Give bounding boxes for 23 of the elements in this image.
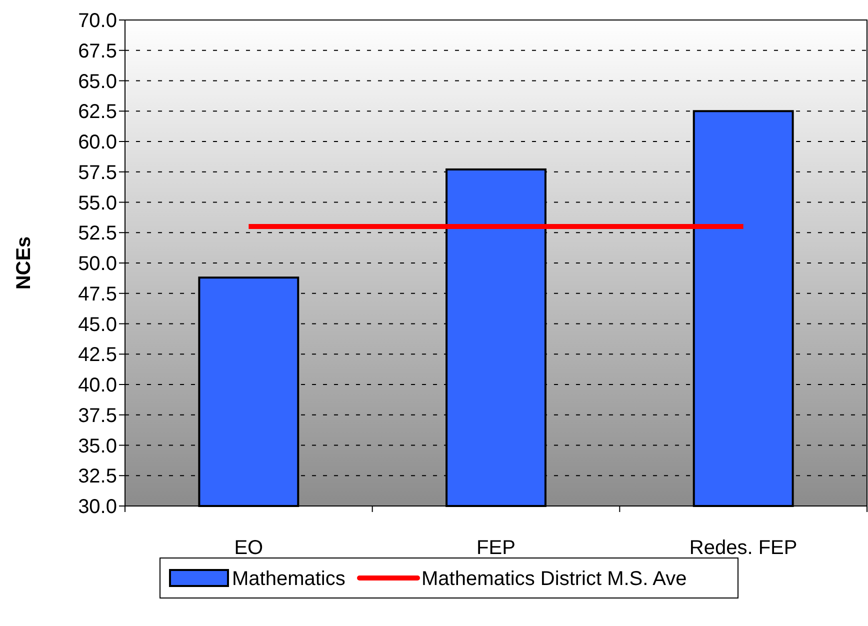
- y-tick-label: 65.0: [78, 70, 117, 93]
- y-tick-label: 42.5: [78, 344, 117, 366]
- y-tick-label: 47.5: [78, 283, 117, 306]
- y-tick-label: 30.0: [78, 496, 117, 518]
- y-tick-label: 37.5: [78, 404, 117, 427]
- y-tick-label: 40.0: [78, 374, 117, 396]
- y-tick-label: 45.0: [78, 314, 117, 336]
- legend-label: Mathematics District M.S. Ave: [422, 568, 687, 590]
- y-tick-label: 52.5: [78, 222, 117, 245]
- legend-label: Mathematics: [232, 568, 346, 590]
- y-tick-label: 50.0: [78, 253, 117, 275]
- x-tick-label: FEP: [476, 537, 516, 559]
- y-tick-label: 67.5: [78, 40, 117, 62]
- y-tick-label: 32.5: [78, 466, 117, 488]
- y-tick-label: 55.0: [78, 192, 117, 214]
- y-tick-label: 62.5: [78, 101, 117, 124]
- y-tick-label: 35.0: [78, 435, 117, 458]
- x-tick-label: EO: [234, 537, 264, 559]
- y-tick-label: 60.0: [78, 132, 117, 154]
- y-tick-label: 57.5: [78, 162, 117, 184]
- y-axis-title: NCEs: [13, 236, 35, 290]
- y-tick-label: 70.0: [78, 10, 117, 32]
- x-tick-label: Redes. FEP: [689, 537, 798, 559]
